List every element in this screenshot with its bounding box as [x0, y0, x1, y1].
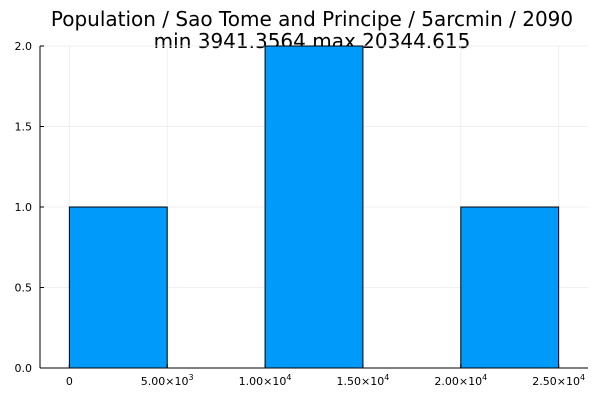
x-tick-label: 1.50×104 [337, 373, 390, 388]
y-axis-ticks: 0.0 0.5 1.0 1.5 2.0 [15, 40, 44, 375]
histogram-bars [68, 45, 560, 369]
y-tick-label: 0.5 [15, 282, 33, 295]
x-tick-label: 0 [66, 375, 73, 388]
y-tick-label: 1.0 [15, 201, 33, 214]
histogram-bar [264, 45, 364, 369]
x-axis-ticks: 0 5.00×103 1.00×104 1.50×104 2.00×104 2.50×10… [66, 364, 585, 388]
x-tick-label: 5.00×103 [141, 373, 194, 388]
y-tick-label: 2.0 [15, 40, 33, 53]
x-tick-label: 1.00×104 [239, 373, 292, 388]
x-tick-label: 2.50×104 [532, 373, 585, 388]
histogram-bar [460, 206, 560, 369]
y-tick-label: 1.5 [15, 121, 33, 134]
x-tick-label: 2.00×104 [434, 373, 487, 388]
chart-title: Population / Sao Tome and Principe / 5ar… [51, 7, 573, 31]
histogram-bar [68, 206, 168, 369]
y-tick-label: 0.0 [15, 362, 33, 375]
